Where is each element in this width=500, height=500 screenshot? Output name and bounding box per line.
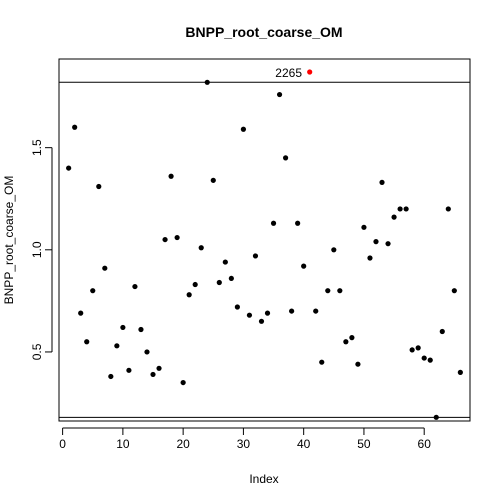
data-point (198, 245, 204, 251)
data-point (295, 220, 301, 226)
data-point (108, 373, 114, 380)
x-axis-label: Index (249, 472, 278, 486)
data-point (361, 224, 367, 230)
data-point (264, 310, 271, 316)
x-tick-label: 10 (116, 437, 130, 451)
data-point (457, 369, 463, 375)
data-point (319, 359, 325, 365)
chart-title: BNPP_root_coarse_OM (185, 24, 342, 40)
data-point (451, 288, 457, 294)
data-point (150, 371, 156, 378)
data-point (138, 326, 144, 333)
data-point (168, 173, 174, 179)
data-point (78, 310, 84, 316)
data-point (162, 236, 168, 243)
data-point (445, 206, 451, 212)
data-point (126, 367, 132, 373)
outlier-point (307, 69, 313, 75)
data-point (367, 255, 373, 261)
data-point (301, 263, 307, 269)
data-point (397, 206, 403, 212)
data-point (96, 183, 102, 190)
data-point (132, 283, 138, 290)
reference-lines (59, 81, 470, 418)
data-point (72, 124, 78, 130)
data-point (337, 288, 343, 294)
data-point (258, 318, 265, 324)
data-point (385, 241, 391, 247)
data-point (325, 288, 331, 294)
data-point (186, 292, 192, 298)
data-point (120, 324, 126, 331)
x-tick-label: 50 (357, 437, 371, 451)
x-tick-label: 60 (418, 437, 432, 451)
y-axis-label: BNPP_root_coarse_OM (2, 176, 16, 305)
data-point (313, 308, 319, 314)
data-points (66, 69, 463, 420)
data-point (282, 155, 289, 161)
data-point (289, 308, 295, 314)
data-point (174, 234, 180, 241)
data-point (180, 379, 186, 386)
data-point (66, 165, 72, 171)
data-point (192, 281, 198, 288)
data-point (331, 247, 337, 253)
data-point (102, 265, 108, 271)
y-tick-label: 1.5 (30, 139, 44, 156)
data-point (439, 328, 445, 335)
data-point (415, 345, 421, 351)
data-point (222, 259, 228, 265)
data-point (90, 288, 96, 294)
data-point (427, 357, 433, 363)
data-point (270, 220, 277, 226)
x-tick-label: 0 (59, 437, 66, 451)
data-point (240, 126, 247, 132)
data-point (246, 312, 253, 318)
data-point (433, 414, 439, 420)
data-point (421, 355, 427, 361)
x-tick-label: 40 (297, 437, 311, 451)
data-point (252, 253, 259, 259)
data-point (228, 275, 234, 282)
axes: 0 10 20 30 40 50 60 0.5 1.0 1.5 (30, 139, 431, 451)
data-point (156, 365, 162, 371)
x-tick-label: 20 (176, 437, 190, 451)
data-point (114, 343, 120, 349)
y-tick-label: 1.0 (30, 241, 44, 258)
outlier-label: 2265 (275, 66, 302, 80)
data-point (403, 206, 409, 212)
x-tick-label: 30 (237, 437, 251, 451)
data-point (391, 214, 397, 220)
data-point (84, 339, 90, 345)
data-point (216, 279, 222, 286)
data-point (234, 304, 240, 310)
plot-area (58, 58, 471, 422)
data-point (210, 177, 216, 183)
y-tick-label: 0.5 (30, 343, 44, 360)
data-point (144, 349, 150, 355)
data-point (349, 335, 355, 341)
data-point (276, 91, 283, 98)
data-point (409, 347, 415, 353)
data-point (355, 361, 361, 367)
data-point (343, 339, 349, 345)
data-point (373, 239, 379, 245)
data-point (204, 79, 210, 85)
data-point (379, 179, 385, 185)
